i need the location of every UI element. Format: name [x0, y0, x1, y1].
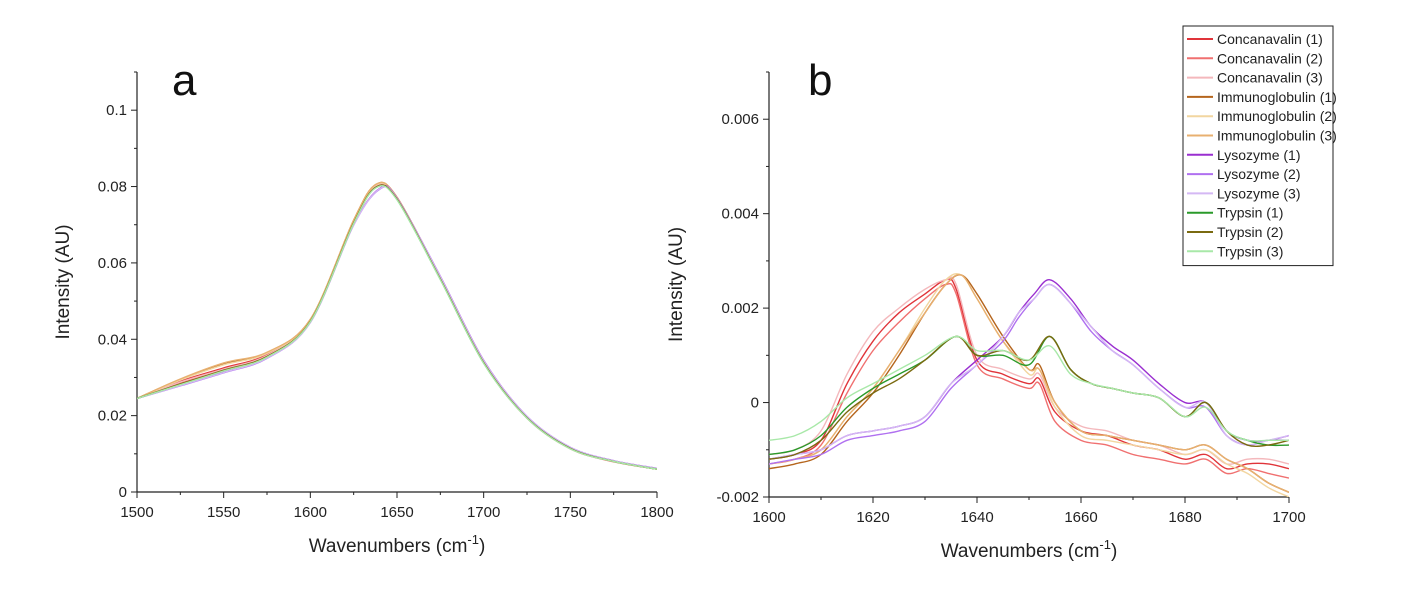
series-line — [137, 185, 657, 470]
panel-letter: a — [172, 56, 197, 105]
y-axis-title: Intensity (AU) — [53, 224, 74, 339]
x-axis-title: Wavenumbers (cm-1) — [309, 532, 486, 557]
y-tick-label: 0.006 — [721, 111, 759, 128]
series-line — [769, 278, 1289, 470]
series-line — [769, 335, 1289, 460]
series-line — [137, 184, 657, 470]
legend-entry-label: Immunoglobulin (3) — [1217, 128, 1337, 144]
x-tick-label: 1500 — [120, 504, 153, 521]
x-tick-label: 1800 — [640, 504, 673, 521]
panel-b: b 1600 1620 1640 1660 1680 1700 -0.002 0 0.002 0.0… — [666, 56, 1306, 562]
x-tick-label: 1660 — [1064, 509, 1097, 526]
series-line — [769, 335, 1289, 442]
x-tick-label: 1600 — [752, 509, 785, 526]
legend-entry-label: Lysozyme (3) — [1217, 185, 1301, 201]
x-tick-label: 1700 — [467, 504, 500, 521]
legend-entry-label: Concanavalin (3) — [1217, 70, 1323, 86]
x-tick-label: 1750 — [554, 504, 587, 521]
series-line — [137, 181, 657, 470]
series-line — [769, 272, 1289, 497]
y-tick-label: 0.02 — [98, 408, 127, 425]
series-line — [137, 185, 657, 470]
y-tick-label: 0.002 — [721, 300, 759, 317]
legend-entry-label: Concanavalin (1) — [1217, 31, 1323, 47]
y-tick-label: 0 — [751, 395, 759, 412]
x-tick-label: 1650 — [380, 504, 413, 521]
series-line — [137, 185, 657, 470]
y-tick-label: 0.08 — [98, 179, 127, 196]
legend-box — [1182, 25, 1334, 267]
x-tick-label: 1680 — [1168, 509, 1201, 526]
legend-entry-label: Concanavalin (2) — [1217, 50, 1323, 66]
series-line — [137, 181, 657, 470]
legend-entry-label: Trypsin (2) — [1217, 224, 1283, 240]
legend-entry-label: Lysozyme (2) — [1217, 166, 1301, 182]
legend-entry-label: Immunoglobulin (1) — [1217, 89, 1337, 105]
y-axis-title: Intensity (AU) — [666, 227, 687, 342]
series-line — [137, 183, 657, 470]
y-tick-label: 0.04 — [98, 331, 127, 348]
legend-entry-label: Immunoglobulin (2) — [1217, 108, 1337, 124]
series-line — [137, 182, 657, 470]
legend-entry-label: Trypsin (3) — [1217, 243, 1283, 259]
legend-entry-label: Lysozyme (1) — [1217, 147, 1301, 163]
y-tick-label: 0 — [119, 484, 127, 501]
x-axis-title: Wavenumbers (cm-1) — [941, 537, 1118, 562]
x-tick-label: 1550 — [207, 504, 240, 521]
y-tick-label: 0.1 — [106, 102, 127, 119]
x-tick-label: 1600 — [294, 504, 327, 521]
series-line — [769, 335, 1289, 456]
series-line — [137, 182, 657, 470]
panel-letter: b — [808, 56, 832, 105]
x-tick-label: 1700 — [1272, 509, 1305, 526]
series-line — [137, 184, 657, 470]
y-tick-label: 0.06 — [98, 255, 127, 272]
y-tick-label: -0.002 — [716, 489, 759, 506]
legend: Concanavalin (1) Concanavalin (2) Concanav… — [1182, 25, 1337, 267]
x-tick-label: 1640 — [960, 509, 993, 526]
series-line — [769, 282, 1289, 479]
x-tick-label: 1620 — [856, 509, 889, 526]
series-line — [769, 273, 1289, 493]
series-line — [137, 184, 657, 470]
y-tick-label: 0.004 — [721, 206, 759, 223]
legend-entry-label: Trypsin (1) — [1217, 205, 1283, 221]
series-line — [769, 283, 1289, 460]
series-line — [137, 182, 657, 470]
panel-a: a 1500 1550 1600 1650 1700 1750 1800 0 0.02 0.04 0.… — [53, 56, 674, 557]
